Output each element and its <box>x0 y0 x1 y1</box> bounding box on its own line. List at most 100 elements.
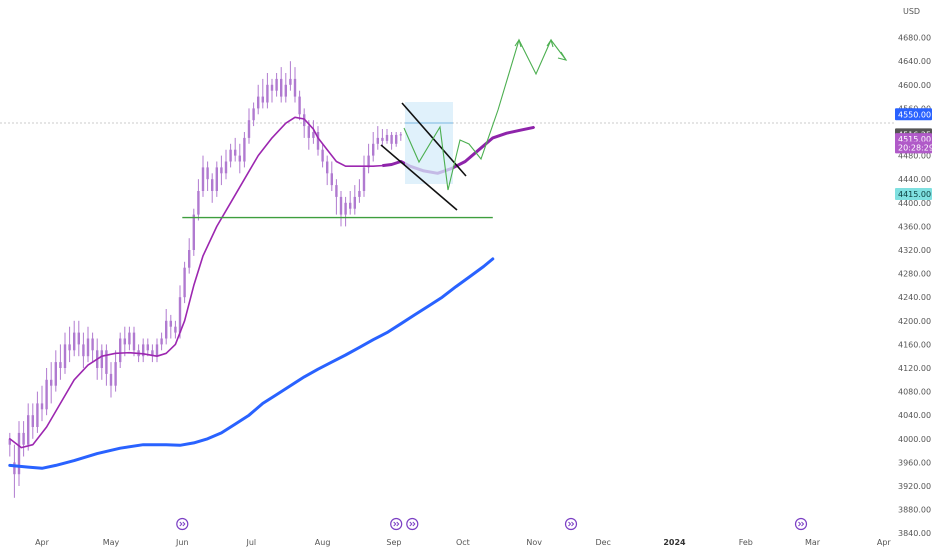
projection-arrow-path[interactable] <box>403 38 567 191</box>
candle <box>119 332 122 368</box>
candle <box>395 132 398 147</box>
candle <box>206 161 209 191</box>
upper-trend-line[interactable] <box>401 102 467 177</box>
candle-body <box>82 344 85 357</box>
y-tick-label: 3920.00 <box>898 482 931 491</box>
ma-long-line[interactable] <box>8 257 495 470</box>
candle-body <box>266 84 269 103</box>
candle-body <box>91 338 94 351</box>
candle <box>224 149 228 180</box>
candle <box>63 332 67 374</box>
candle-body <box>50 379 53 386</box>
candle <box>109 362 113 398</box>
candle-body <box>123 338 126 345</box>
event-marker-icon[interactable] <box>406 517 419 531</box>
candle-body <box>40 403 44 410</box>
candle <box>280 67 283 103</box>
candle <box>174 320 177 339</box>
lower-trend-line[interactable] <box>380 144 458 211</box>
arrow-head-icon <box>546 38 554 48</box>
y-tick-label: 4120.00 <box>898 364 931 373</box>
candle-body <box>109 373 113 386</box>
candle-body <box>211 179 214 191</box>
candle-body <box>280 78 283 97</box>
event-marker-icon[interactable] <box>564 517 578 531</box>
candle <box>40 385 44 422</box>
candle <box>321 143 324 168</box>
y-tick-label: 4240.00 <box>898 293 931 302</box>
candle <box>77 320 80 357</box>
candle <box>399 132 402 141</box>
candle-body <box>132 332 136 351</box>
candle-body <box>178 297 182 333</box>
candle <box>220 155 223 186</box>
candle <box>22 421 25 457</box>
candle <box>381 129 384 147</box>
y-tick-label: 4400.00 <box>898 199 931 208</box>
candle <box>298 90 301 121</box>
x-tick-label: Dec <box>595 538 610 547</box>
candle <box>36 391 39 433</box>
event-marker-icon[interactable] <box>176 517 189 531</box>
y-tick-label: 4360.00 <box>898 222 931 231</box>
candle <box>339 191 343 227</box>
candle <box>330 161 333 191</box>
currency-label: USD <box>903 7 920 16</box>
candle <box>128 326 131 351</box>
x-tick-label: Feb <box>739 538 753 547</box>
candle-body <box>36 403 39 427</box>
candle-body <box>142 344 145 357</box>
candle-body <box>367 155 370 168</box>
candle-body <box>146 344 149 351</box>
event-marker-icon[interactable] <box>794 517 808 531</box>
y-tick-label: 4000.00 <box>898 435 931 444</box>
candle-body <box>220 167 223 174</box>
candle-body <box>31 415 34 427</box>
candle-body <box>234 149 237 156</box>
candle-body <box>183 267 186 298</box>
candle-body <box>307 126 310 138</box>
candle-body <box>257 96 260 109</box>
candle-body <box>201 167 205 191</box>
drawings-layer[interactable] <box>380 38 568 211</box>
candle <box>316 126 320 156</box>
candle <box>151 344 154 363</box>
candle <box>165 309 168 345</box>
candle <box>266 73 269 109</box>
candle-body <box>13 462 16 475</box>
candle-body <box>54 362 57 386</box>
candle-body <box>289 78 292 85</box>
y-tick-label: 4040.00 <box>898 411 931 420</box>
candle-body <box>270 84 274 91</box>
price-badge-label: 4550.00 <box>898 110 931 119</box>
x-tick-label: Sep <box>386 538 401 547</box>
event-marker-icon[interactable] <box>390 517 403 531</box>
candle <box>303 108 306 138</box>
candle <box>385 129 389 144</box>
candle <box>344 196 347 227</box>
candle <box>13 444 16 498</box>
candle <box>252 102 255 127</box>
y-axis[interactable]: USD 4680.004640.004600.004560.004520.004… <box>898 7 931 538</box>
candle-body <box>17 432 21 475</box>
candle-body <box>86 338 90 357</box>
x-tick-label: Jun <box>175 538 189 547</box>
event-markers[interactable] <box>176 517 808 531</box>
candles-layer <box>8 61 402 498</box>
candle-body <box>362 167 366 191</box>
candle-body <box>128 332 131 345</box>
x-axis[interactable]: Apr May Jun Jul Aug Sep Oct Nov Dec 2024 Feb Mar Apr <box>35 538 891 547</box>
candle-body <box>261 96 264 103</box>
candle <box>86 326 90 363</box>
y-tick-label: 4320.00 <box>898 246 931 255</box>
candle <box>201 155 205 197</box>
y-tick-label: 4200.00 <box>898 317 931 326</box>
y-tick-label: 4080.00 <box>898 388 931 397</box>
candle <box>178 285 182 339</box>
candle-body <box>229 149 232 162</box>
candle-body <box>376 137 379 144</box>
candle <box>50 362 53 404</box>
candle <box>372 132 375 162</box>
